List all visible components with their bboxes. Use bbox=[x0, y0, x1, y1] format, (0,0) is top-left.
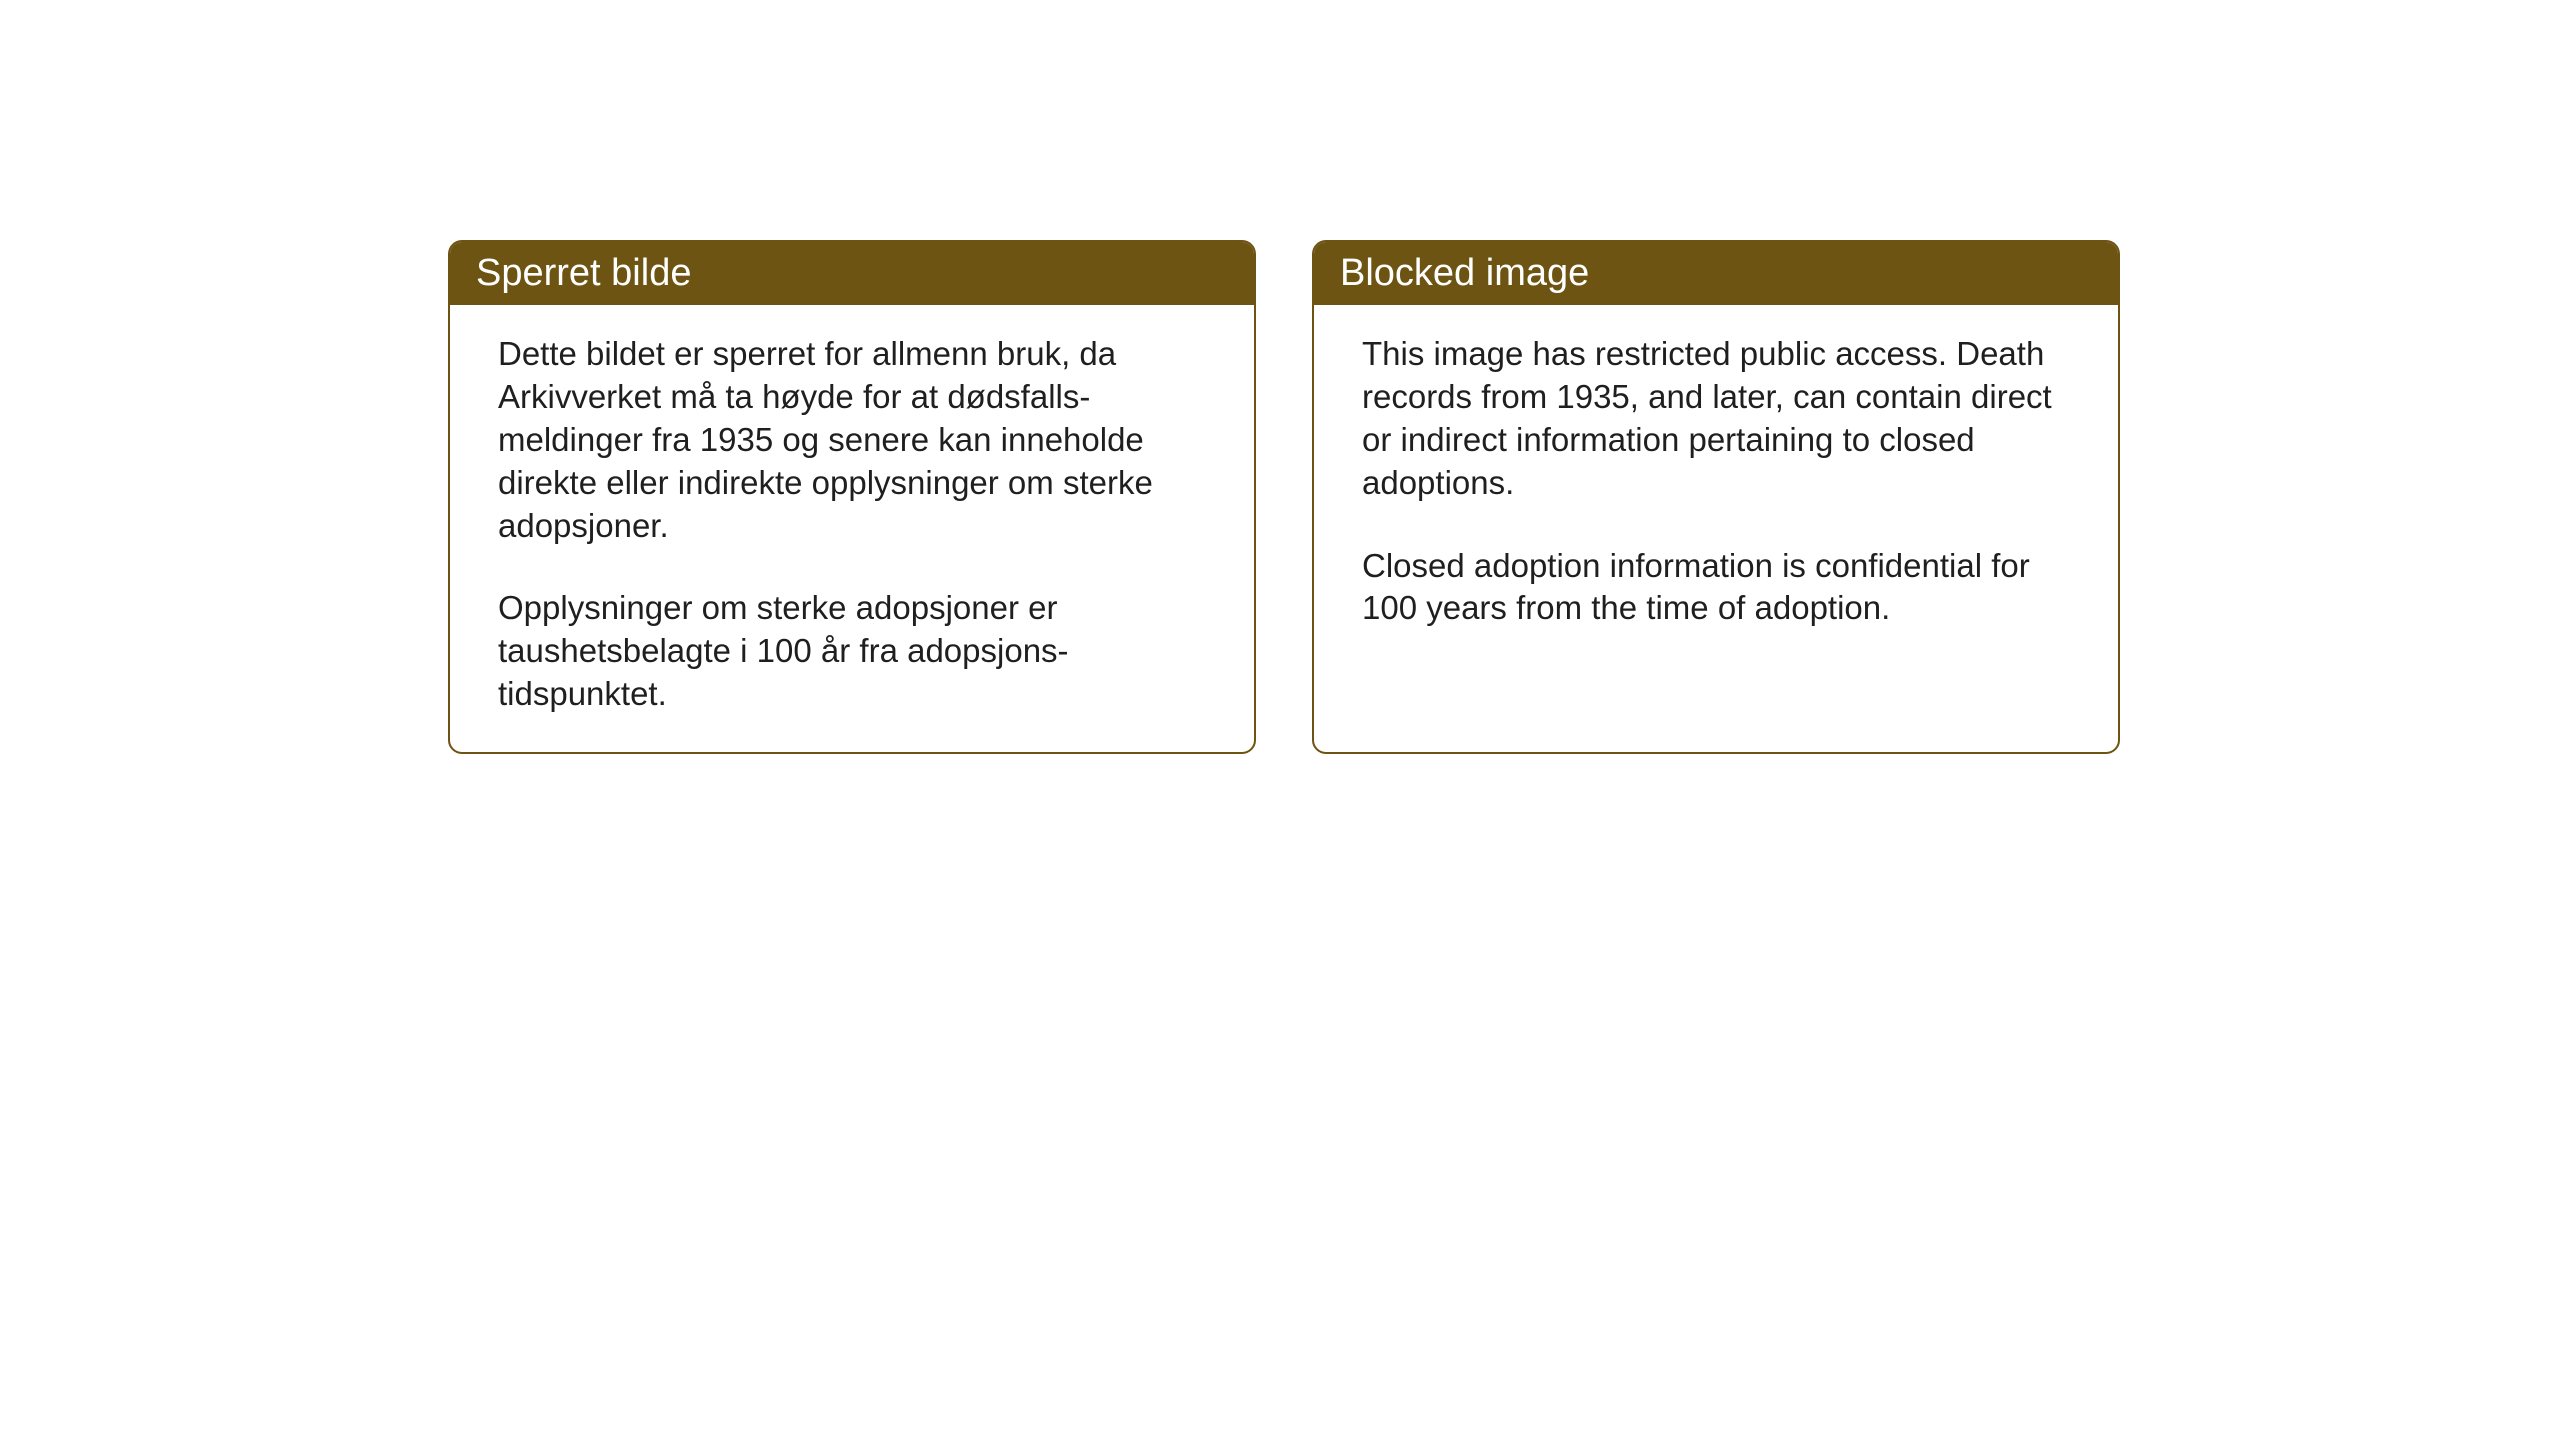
english-notice-card: Blocked image This image has restricted … bbox=[1312, 240, 2120, 754]
english-card-title: Blocked image bbox=[1314, 242, 2118, 305]
english-paragraph-1: This image has restricted public access.… bbox=[1362, 333, 2070, 505]
norwegian-notice-card: Sperret bilde Dette bildet er sperret fo… bbox=[448, 240, 1256, 754]
notice-container: Sperret bilde Dette bildet er sperret fo… bbox=[0, 0, 2560, 754]
english-paragraph-2: Closed adoption information is confident… bbox=[1362, 545, 2070, 631]
english-card-body: This image has restricted public access.… bbox=[1314, 305, 2118, 715]
norwegian-card-body: Dette bildet er sperret for allmenn bruk… bbox=[450, 305, 1254, 752]
norwegian-card-title: Sperret bilde bbox=[450, 242, 1254, 305]
norwegian-paragraph-2: Opplysninger om sterke adopsjoner er tau… bbox=[498, 587, 1206, 716]
norwegian-paragraph-1: Dette bildet er sperret for allmenn bruk… bbox=[498, 333, 1206, 547]
